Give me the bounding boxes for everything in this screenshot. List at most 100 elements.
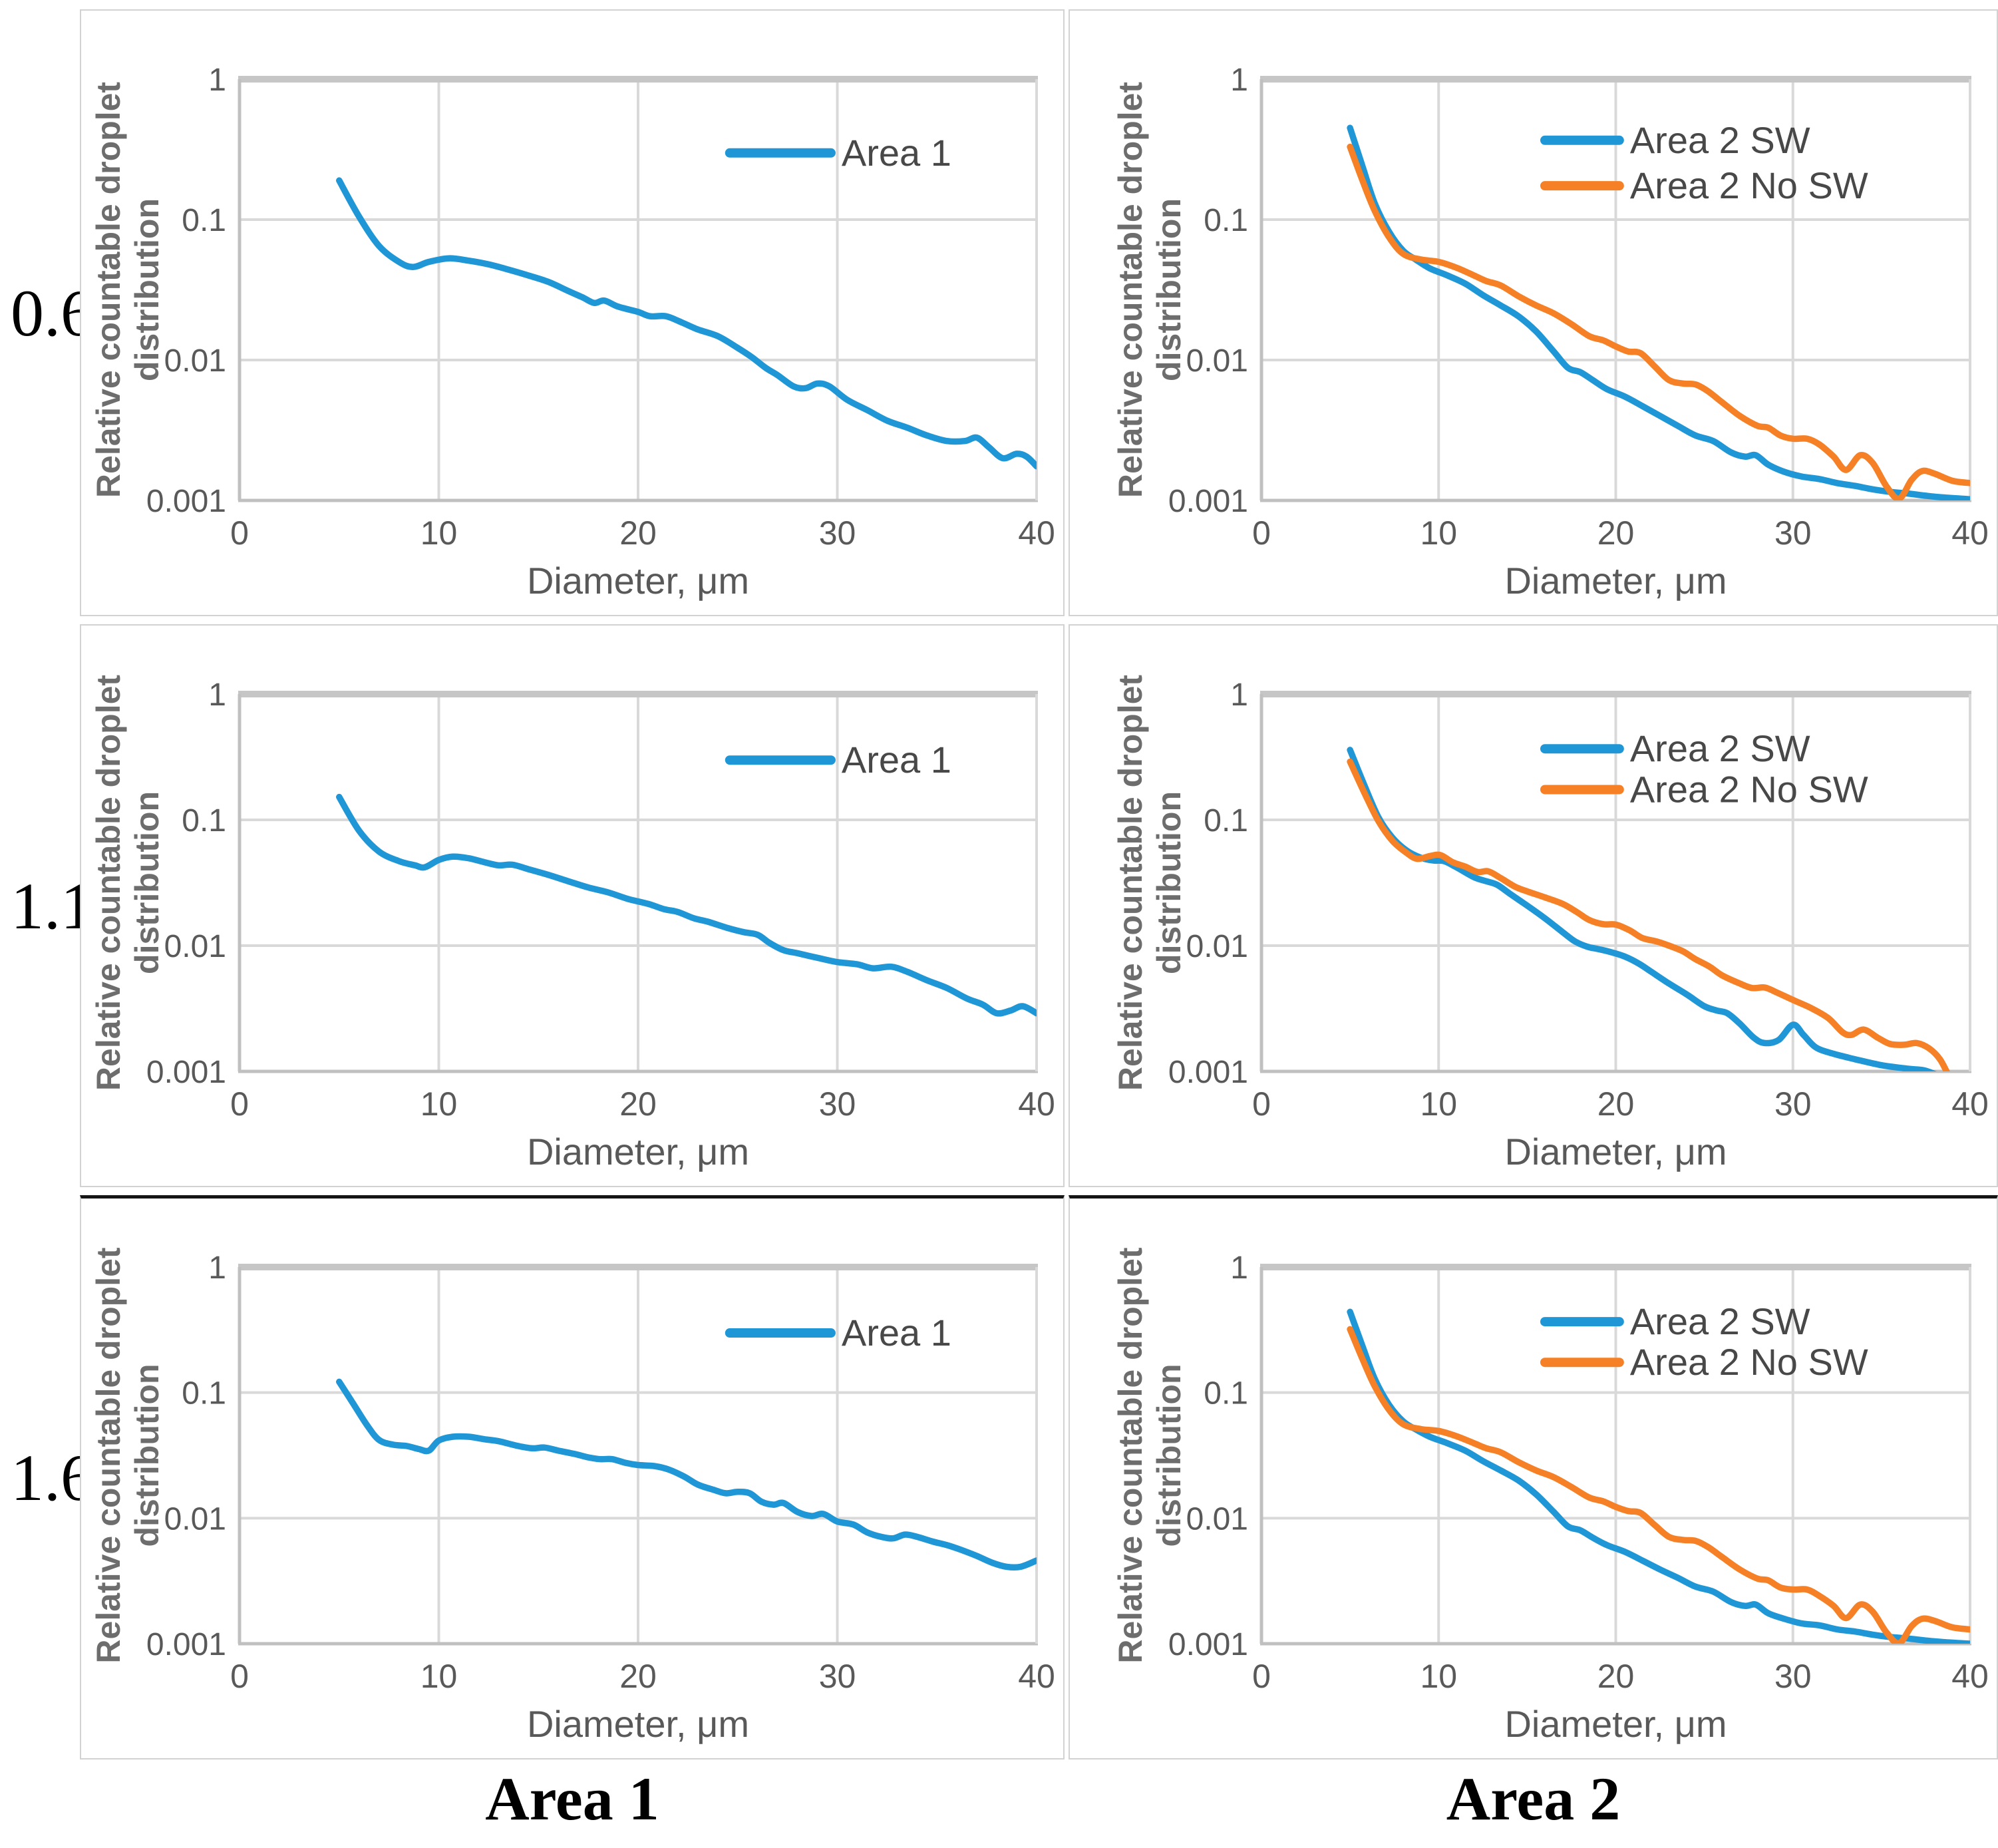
y-tick-label: 0.01 (164, 1501, 226, 1537)
y-tick-label: 0.1 (1204, 1376, 1248, 1411)
x-tick-label: 30 (1774, 514, 1812, 552)
y-axis-title-line2: distribution (128, 198, 166, 381)
legend-item-area1: Area 1 (725, 739, 951, 781)
y-tick-label: 0.01 (1186, 1501, 1248, 1537)
x-tick-label: 0 (1252, 1658, 1271, 1695)
figure-grid: 0.6 1 0.1 0.01 0.001 0 10 20 30 40 Diameter, μm Re… (0, 9, 1998, 1837)
x-tick-label: 20 (1597, 514, 1635, 552)
y-tick-label: 0.001 (1168, 1055, 1248, 1090)
y-tick-label: 0.1 (182, 1376, 226, 1411)
legend-label-sw: Area 2 SW (1630, 119, 1810, 161)
y-axis-title-line1: Relative countable droplet (1112, 1247, 1149, 1663)
chart-panel-row2-area2: 1 0.1 0.01 0.001 0 10 20 30 40 Diameter, μm Relati… (1069, 624, 1998, 1187)
y-tick-label: 0.01 (164, 343, 226, 379)
legend-label-nosw: Area 2 No SW (1630, 768, 1868, 810)
y-axis-title-line2: distribution (1150, 198, 1188, 381)
x-tick-label: 0 (230, 514, 249, 552)
x-tick-label: 40 (1951, 514, 1989, 552)
x-tick-label: 10 (1420, 514, 1457, 552)
y-tick-label: 1 (208, 677, 226, 713)
chart-panel-row3-area2: 1 0.1 0.01 0.001 0 10 20 30 40 Diameter, μm Relati… (1069, 1195, 1998, 1759)
legend-label-nosw: Area 2 No SW (1630, 164, 1868, 206)
x-tick-label: 30 (819, 514, 856, 552)
y-tick-label: 0.001 (1168, 484, 1248, 519)
y-tick-label: 1 (1230, 63, 1248, 98)
gridlines (1259, 691, 1971, 1073)
y-axis-title-line2: distribution (1150, 791, 1188, 974)
y-tick-label: 0.001 (146, 484, 226, 519)
x-tick-label: 10 (1420, 1658, 1457, 1695)
row-label-2: 1.1 (0, 624, 94, 1187)
y-tick-label: 1 (1230, 1250, 1248, 1286)
y-axis-title-line2: distribution (128, 1364, 166, 1547)
x-tick-label: 40 (1018, 1085, 1055, 1123)
x-tick-label: 40 (1951, 1085, 1989, 1123)
series-group (1347, 1308, 1970, 1644)
chart-panel-row1-area2: 1 0.1 0.01 0.001 0 10 20 30 40 Diameter, μm Relati… (1069, 9, 1998, 616)
column-footer-area2: Area 2 (1069, 1765, 1998, 1837)
y-tick-label: 0.001 (146, 1627, 226, 1662)
x-tick-label: 0 (230, 1085, 249, 1123)
y-tick-label: 0.001 (1168, 1627, 1248, 1662)
x-tick-label: 0 (1252, 514, 1271, 552)
series-line-area-2-no-sw (1347, 143, 1970, 500)
series-line-area-2-no-sw (1347, 1326, 1970, 1644)
x-tick-label: 0 (1252, 1085, 1271, 1123)
y-tick-label: 0.1 (182, 203, 226, 238)
legend-label-nosw: Area 2 No SW (1630, 1341, 1868, 1383)
x-axis-title: Diameter, μm (527, 560, 749, 602)
series-line-area-1 (336, 793, 1037, 1017)
y-tick-label: 0.001 (146, 1055, 226, 1090)
x-tick-label: 20 (619, 1085, 657, 1123)
series-line-area-1 (336, 1378, 1037, 1571)
x-tick-label: 40 (1018, 1658, 1055, 1695)
legend-label-sw: Area 2 SW (1630, 1300, 1810, 1342)
legend-item-nosw: Area 2 No SW (1540, 1341, 1868, 1383)
x-tick-label: 20 (1597, 1658, 1635, 1695)
legend-item-area1: Area 1 (725, 1312, 951, 1354)
footer-spacer (0, 1767, 76, 1837)
series-line-area-2-sw (1347, 124, 1970, 500)
x-tick-label: 40 (1018, 514, 1055, 552)
legend-item-nosw: Area 2 No SW (1540, 164, 1868, 206)
legend-label-area1: Area 1 (842, 132, 951, 174)
series-group (336, 177, 1037, 470)
y-tick-label: 0.01 (1186, 343, 1248, 379)
series-line-area-2-sw (1347, 1308, 1970, 1644)
chart-panel-row1-area1: 1 0.1 0.01 0.001 0 10 20 30 40 Diameter, μm Relati… (80, 9, 1065, 616)
x-tick-label: 30 (1774, 1658, 1812, 1695)
series-group (1347, 124, 1970, 500)
x-tick-label: 40 (1951, 1658, 1989, 1695)
gridlines (238, 76, 1038, 502)
row-label-1: 0.6 (0, 9, 94, 616)
y-tick-label: 0.01 (1186, 929, 1248, 964)
x-tick-label: 20 (1597, 1085, 1635, 1123)
y-axis-title-line1: Relative countable droplet (90, 82, 127, 498)
y-tick-label: 1 (1230, 677, 1248, 713)
y-tick-label: 0.1 (1204, 803, 1248, 838)
gridlines (1259, 1264, 1971, 1646)
series-line-area-1 (336, 177, 1037, 470)
x-tick-label: 30 (819, 1658, 856, 1695)
y-axis-title-line2: distribution (1150, 1364, 1188, 1547)
y-axis-title-line1: Relative countable droplet (1112, 82, 1149, 498)
x-axis-title: Diameter, μm (1504, 1131, 1727, 1173)
y-tick-label: 0.1 (1204, 203, 1248, 238)
legend-item-sw: Area 2 SW (1540, 1300, 1810, 1342)
legend-label-area1: Area 1 (842, 739, 951, 781)
gridlines (238, 1264, 1038, 1646)
y-tick-label: 0.01 (164, 929, 226, 964)
x-tick-label: 20 (619, 514, 657, 552)
row-label-3: 1.6 (0, 1195, 94, 1759)
series-line-area-2-no-sw (1347, 758, 1950, 1071)
x-tick-label: 20 (619, 1658, 657, 1695)
legend-label-area1: Area 1 (842, 1312, 951, 1354)
x-axis-title: Diameter, μm (527, 1703, 749, 1745)
y-axis-title-line1: Relative countable droplet (1112, 675, 1149, 1091)
series-line-area-2-sw (1347, 747, 1937, 1071)
